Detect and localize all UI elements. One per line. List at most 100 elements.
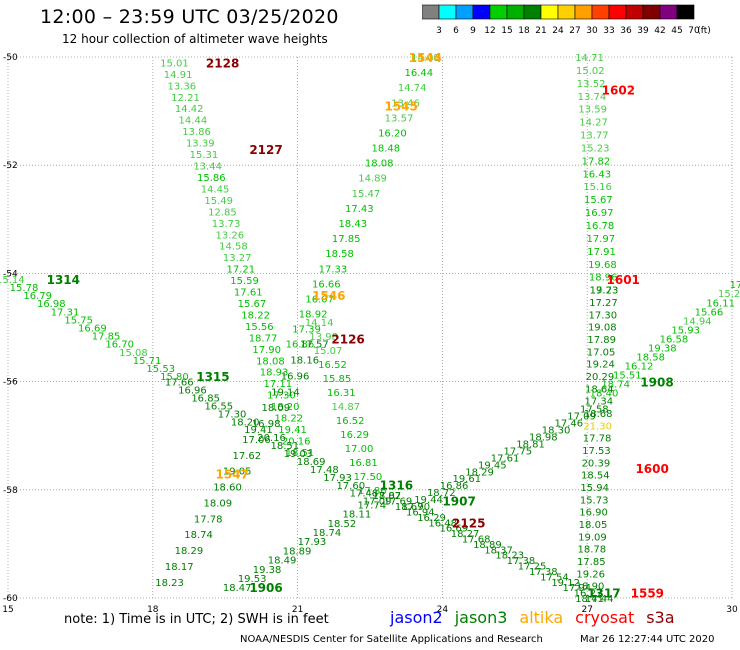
swh-value: 16.27 <box>574 589 603 600</box>
swh-value: 17.30 <box>218 409 247 420</box>
track-2127: 14.14 13.98 15.07 16.52 15.85 16.31 14.87 16.52… <box>305 318 387 497</box>
swh-value: 19.12 <box>551 578 580 589</box>
swh-value: 18.22 <box>241 310 270 321</box>
swh-value: 17.62 <box>233 451 262 462</box>
swh-value: 20.16 <box>282 436 311 447</box>
swh-value: 18.98 <box>529 432 558 443</box>
swh-value: 18.37 <box>484 545 513 556</box>
swh-value: 17.34 <box>584 397 613 408</box>
y-tick-label: -54 <box>3 269 18 279</box>
pass-number-label: 1315 <box>196 370 229 384</box>
swh-value: 15.71 <box>133 356 162 367</box>
swh-value: 15.23 <box>581 143 610 154</box>
swh-value: 19.41 <box>278 425 307 436</box>
swh-value: 17.05 <box>587 347 616 358</box>
swh-value: 16.79 <box>23 291 52 302</box>
swh-value: 16.98 <box>252 419 281 430</box>
swh-value: 19.05 <box>223 467 252 478</box>
swh-value: 15.85 <box>323 374 352 385</box>
swh-value: 17.86 <box>358 486 387 497</box>
pass-number-label: 1547 <box>216 468 249 482</box>
swh-value: 18.22 <box>275 414 304 425</box>
swh-value: 18.51 <box>270 441 299 452</box>
pass-number-label: 1314 <box>47 273 80 287</box>
swh-value: 16.85 <box>191 393 220 404</box>
legend-cryosat: cryosat <box>575 608 635 627</box>
swh-value: 17.53 <box>582 446 611 457</box>
swh-value: 13.26 <box>215 230 244 241</box>
swh-value: 15.56 <box>245 322 274 333</box>
swh-value: 17.48 <box>310 465 339 476</box>
swh-value: 17.38 <box>507 556 536 567</box>
swh-value: 17.31 <box>51 307 80 318</box>
pass-number-label: 1546 <box>312 289 345 303</box>
swh-value: 16.29 <box>417 513 446 524</box>
swh-value: 17.93 <box>298 537 327 548</box>
legend-s3a: s3a <box>646 608 675 627</box>
color-scale-legend: 3 6 9 12 15 18 21 24 27 30 33 36 39 42 45 70(ft) <box>422 4 711 36</box>
swh-value: 18.43 <box>338 219 367 230</box>
swh-value: 15.86 <box>197 173 226 184</box>
swh-value: 14.71 <box>575 53 604 64</box>
swh-value: 13.86 <box>182 127 211 138</box>
swh-value: 13.57 <box>385 113 414 124</box>
colorbar-tick-label: 36 <box>620 26 632 36</box>
swh-value: 15.49 <box>204 196 233 207</box>
swh-value: 17.09 <box>567 412 596 423</box>
swh-value: 18.29 <box>465 467 494 478</box>
swh-value: 18.20 <box>231 417 260 428</box>
pass-number-label: 2127 <box>249 143 282 157</box>
swh-value: 18.58 <box>325 249 354 260</box>
swh-value: 17.39 <box>292 325 321 336</box>
swh-value: 17.85 <box>577 557 606 568</box>
swh-value: 14.44 <box>179 116 208 127</box>
swh-value: 15.78 <box>10 283 39 294</box>
colorbar-tick-label: 70 <box>688 26 700 36</box>
swh-value: 14.94 <box>683 316 712 327</box>
swh-value: 18.89 <box>283 546 312 557</box>
swh-value: 18.27 <box>451 529 480 540</box>
swh-value: 17.89 <box>587 335 616 346</box>
swh-value: 18.47 <box>223 583 252 594</box>
colorbar-tick-label: 15 <box>501 26 512 36</box>
swh-value: 12.85 <box>208 207 237 218</box>
swh-value: 19.24 <box>586 360 615 371</box>
swh-value: 19.14 <box>271 387 300 398</box>
swh-value: 16.31 <box>327 388 356 399</box>
swh-value: 14.89 <box>358 174 387 185</box>
swh-value: 15.01 <box>160 58 189 69</box>
swh-value: 17.30 <box>589 310 618 321</box>
swh-value: 20.16 <box>257 433 286 444</box>
pass-number-label: 2128 <box>206 56 239 70</box>
pass-number-label: 1602 <box>602 83 635 97</box>
swh-value: 18.74 <box>313 528 342 539</box>
swh-value: 19.44 <box>414 495 443 506</box>
track-1314: 15.1415.7816.7916.9817.3115.7516.6917.85… <box>0 275 189 383</box>
colorbar-tick-label: 24 <box>552 26 564 36</box>
swh-value: 18.41 <box>575 594 604 605</box>
pass-number-label: 1544 <box>409 51 442 65</box>
pass-number-label: 1559 <box>631 587 664 601</box>
swh-value: 17.91 <box>587 247 616 258</box>
swh-value: 15.31 <box>190 150 219 161</box>
y-tick-label: -50 <box>3 53 18 63</box>
x-tick-label: 15 <box>2 605 13 615</box>
swh-value: 17.75 <box>503 446 532 457</box>
swh-value: 15.93 <box>671 325 700 336</box>
grid <box>7 56 733 599</box>
colorbar-tick-label: 3 <box>436 26 442 36</box>
swh-value: 13.27 <box>223 253 252 264</box>
swh-value: 17.85 <box>332 234 361 245</box>
swh-value: 18.20 <box>271 402 300 413</box>
swh-value: 17.27 <box>589 298 618 309</box>
swh-value: 18.78 <box>578 545 607 556</box>
pass-number-label: 1907 <box>442 495 475 509</box>
swh-value: 19.38 <box>253 565 282 576</box>
swh-value: 13.46 <box>391 98 420 109</box>
swh-value: 19.08 <box>588 323 617 334</box>
pass-number-label: 1906 <box>249 581 282 595</box>
swh-value: 17.34 <box>730 280 740 291</box>
swh-value: 17.11 <box>263 379 292 390</box>
swh-value: 14.08 <box>411 53 440 64</box>
swh-value: 18.54 <box>581 471 610 482</box>
